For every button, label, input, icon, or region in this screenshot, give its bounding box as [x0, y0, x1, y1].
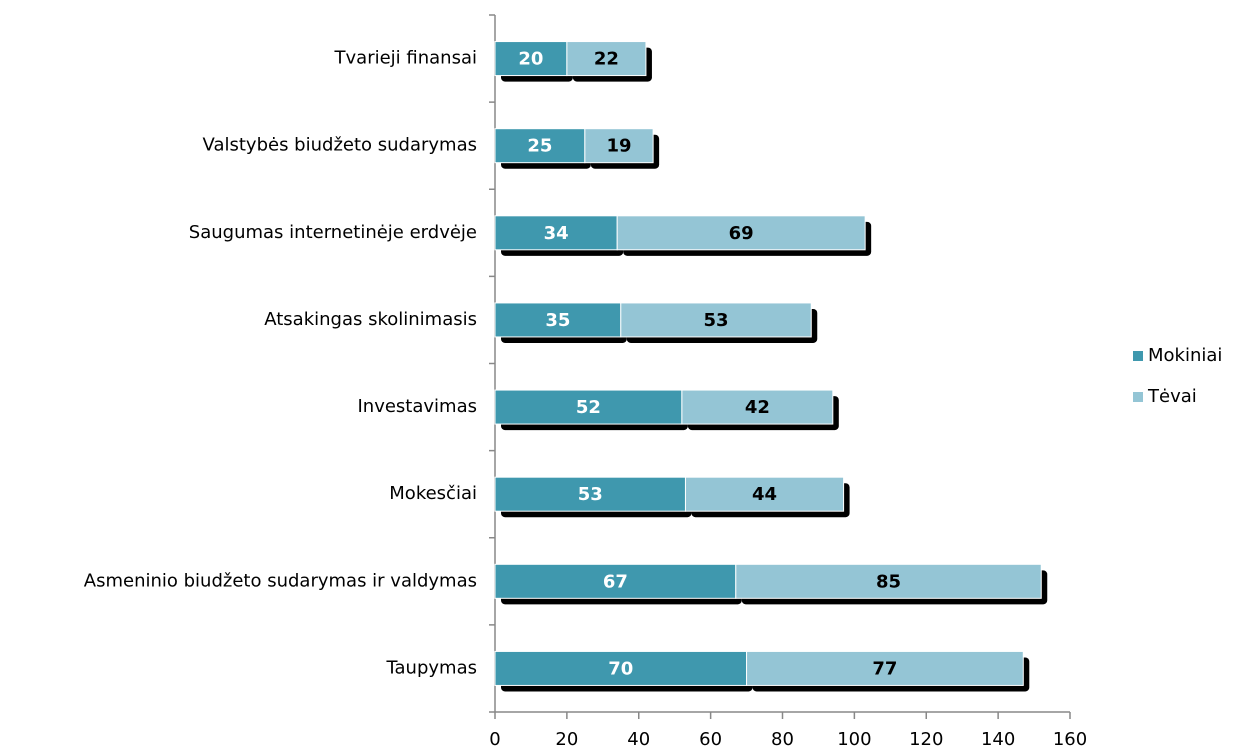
data-label: 70: [608, 658, 633, 679]
category-label: Valstybės biudžeto sudarymas: [203, 135, 477, 156]
x-tick-label: 40: [627, 729, 650, 750]
category-label: Saugumas internetinėje erdvėje: [189, 222, 477, 243]
category-label: Asmeninio biudžeto sudarymas ir valdymas: [84, 570, 477, 591]
bar: [681, 389, 834, 425]
data-label: 69: [729, 223, 754, 244]
category-label: Atsakingas skolinimasis: [264, 309, 477, 330]
category-label: Taupymas: [386, 657, 477, 678]
category-label: Mokesčiai: [389, 483, 477, 504]
data-label: 77: [872, 658, 897, 679]
data-label: 19: [606, 136, 631, 157]
data-label: 53: [578, 484, 603, 505]
category-label: Tvarieji finansai: [334, 48, 477, 69]
bar: [494, 302, 622, 338]
legend-label: Tėvai: [1147, 386, 1197, 407]
data-label: 20: [518, 49, 543, 70]
bar: [684, 476, 845, 512]
legend-swatch: [1133, 392, 1143, 402]
bar: [620, 302, 812, 338]
data-label: 52: [576, 397, 601, 418]
data-label: 35: [545, 310, 570, 331]
category-label: Investavimas: [357, 396, 477, 417]
x-tick-label: 140: [981, 729, 1015, 750]
bar: [566, 41, 647, 77]
data-label: 25: [527, 136, 552, 157]
bar: [735, 563, 1042, 599]
x-tick-label: 60: [699, 729, 722, 750]
x-tick-label: 160: [1053, 729, 1087, 750]
bar: [584, 128, 654, 164]
bar: [494, 215, 618, 251]
x-tick-label: 120: [909, 729, 943, 750]
legend-swatch: [1133, 351, 1143, 361]
data-label: 85: [876, 571, 901, 592]
data-label: 67: [603, 571, 628, 592]
data-label: 44: [752, 484, 777, 505]
bar: [746, 650, 1024, 686]
legend-label: Mokiniai: [1148, 345, 1222, 366]
bar: [494, 389, 683, 425]
x-tick-label: 0: [489, 729, 500, 750]
bar: [494, 41, 568, 77]
bar: [616, 215, 866, 251]
data-label: 34: [544, 223, 569, 244]
bar: [494, 563, 737, 599]
data-label: 53: [703, 310, 728, 331]
data-label: 42: [745, 397, 770, 418]
bar: [494, 476, 686, 512]
x-tick-label: 100: [837, 729, 871, 750]
x-tick-label: 20: [555, 729, 578, 750]
x-tick-label: 80: [771, 729, 794, 750]
data-label: 22: [594, 49, 619, 70]
